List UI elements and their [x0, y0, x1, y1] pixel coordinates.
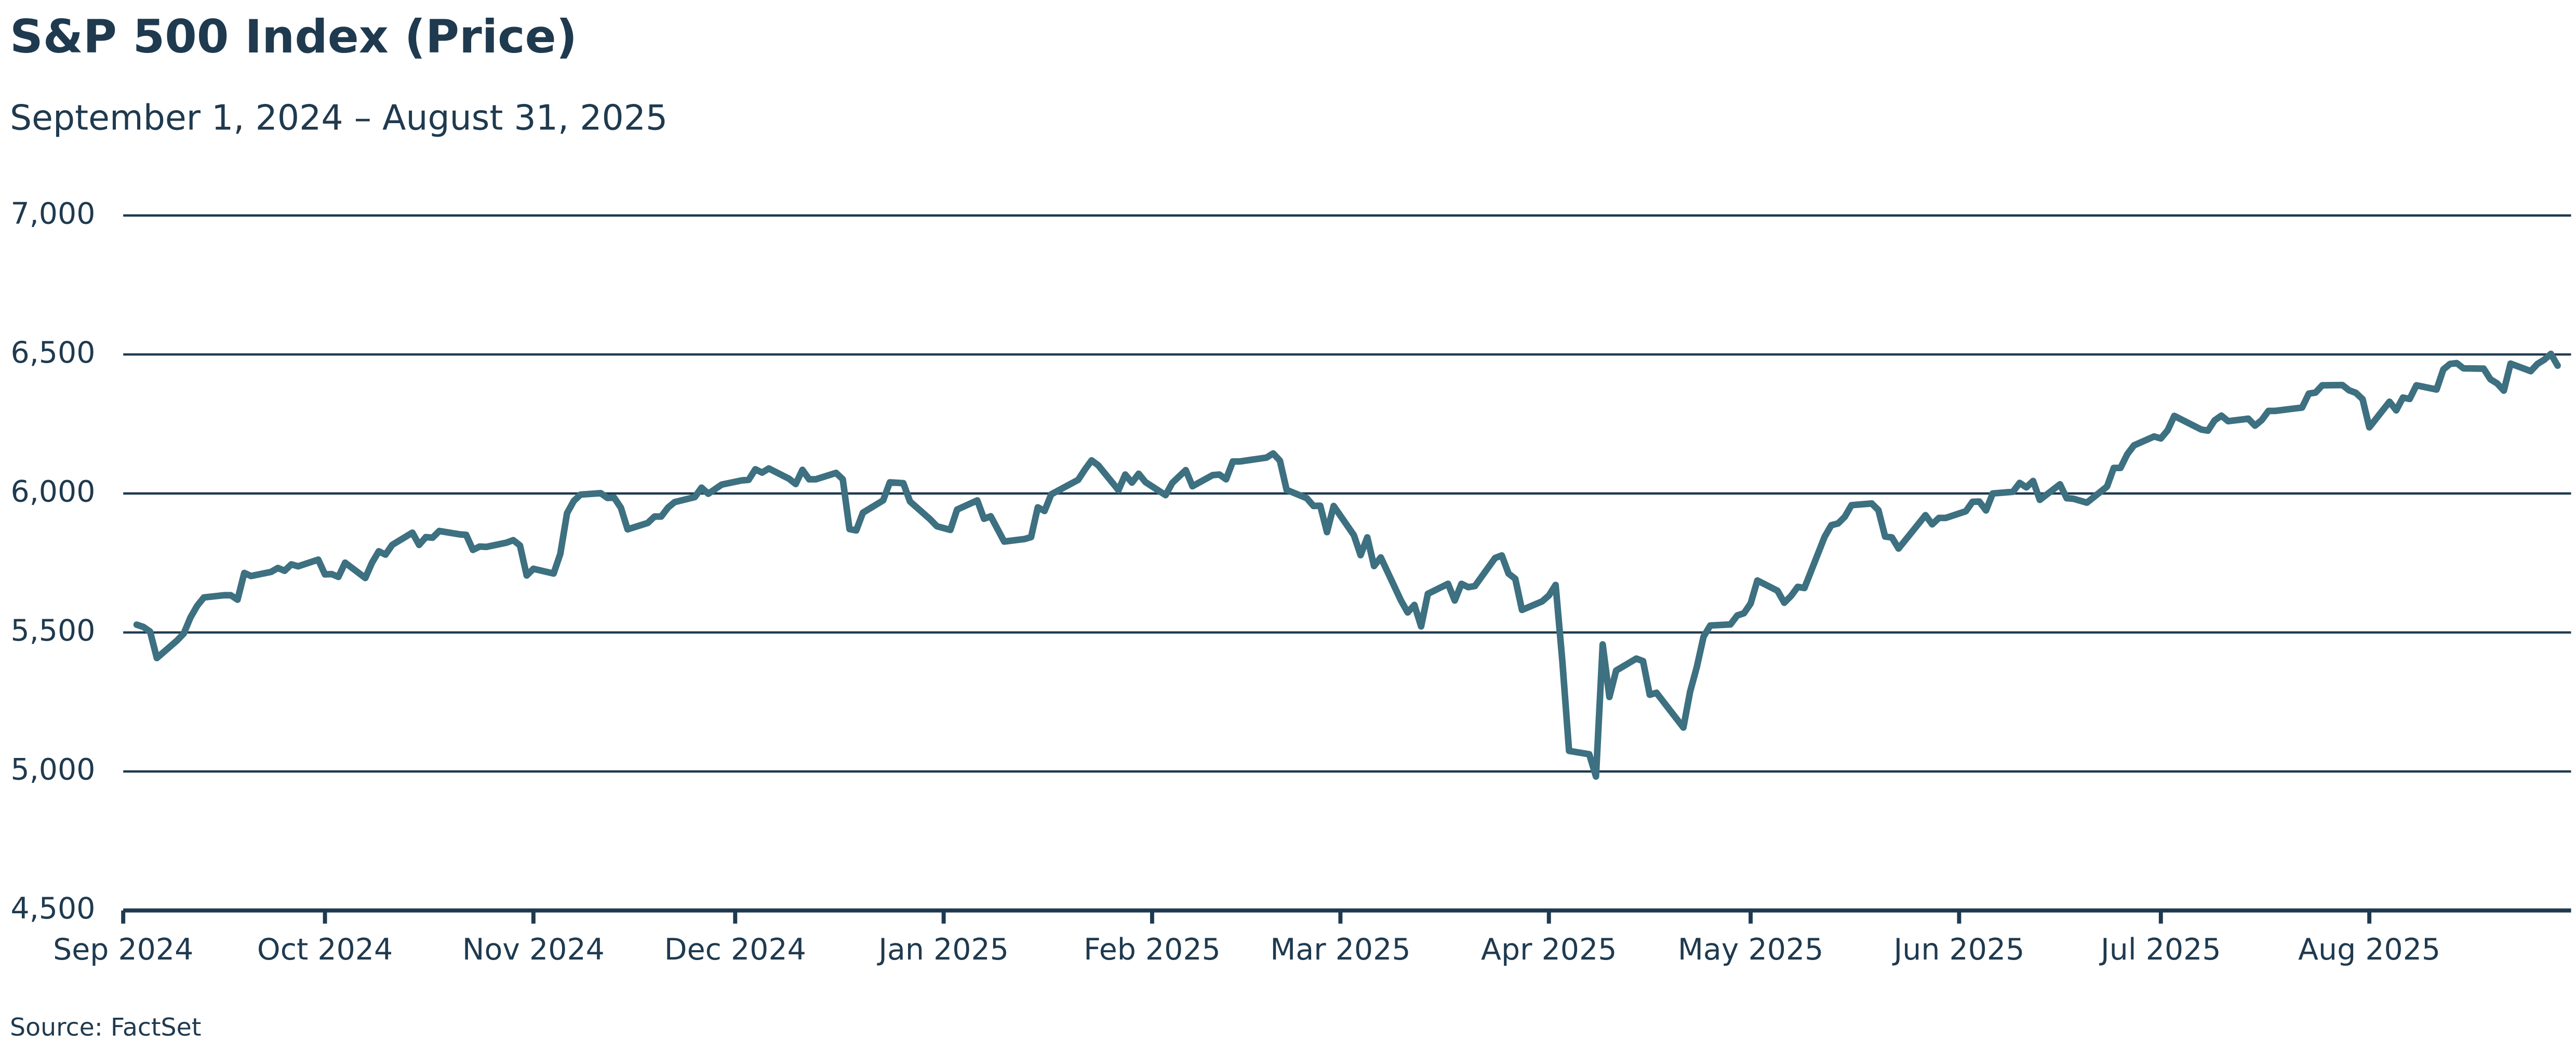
y-tick-label: 6,500: [11, 336, 96, 370]
x-tick-label: Mar 2025: [1270, 933, 1410, 967]
x-tick-label: Feb 2025: [1084, 933, 1221, 967]
chart-subtitle: September 1, 2024 – August 31, 2025: [10, 97, 668, 138]
source-note: Source: FactSet: [10, 1013, 201, 1042]
x-tick-label: Jul 2025: [2099, 933, 2221, 967]
y-tick-label: 5,000: [11, 753, 96, 787]
x-tick-label: Nov 2024: [462, 933, 605, 967]
x-tick-label: May 2025: [1678, 933, 1824, 967]
price-line: [133, 350, 2561, 780]
y-tick-label: 4,500: [11, 891, 96, 926]
x-tick-label: Oct 2024: [257, 933, 393, 967]
x-tick-label: Jun 2025: [1892, 933, 2025, 967]
x-tick-label: Dec 2024: [664, 933, 806, 967]
y-tick-label: 7,000: [11, 196, 96, 231]
y-tick-label: 5,500: [11, 614, 96, 648]
x-tick-label: Sep 2024: [53, 933, 193, 967]
y-tick-label: 6,000: [11, 475, 96, 509]
chart-title: S&P 500 Index (Price): [10, 10, 577, 63]
x-tick-label: Apr 2025: [1481, 933, 1617, 967]
x-tick-label: Jan 2025: [877, 933, 1009, 967]
x-tick-label: Aug 2025: [2298, 933, 2440, 967]
